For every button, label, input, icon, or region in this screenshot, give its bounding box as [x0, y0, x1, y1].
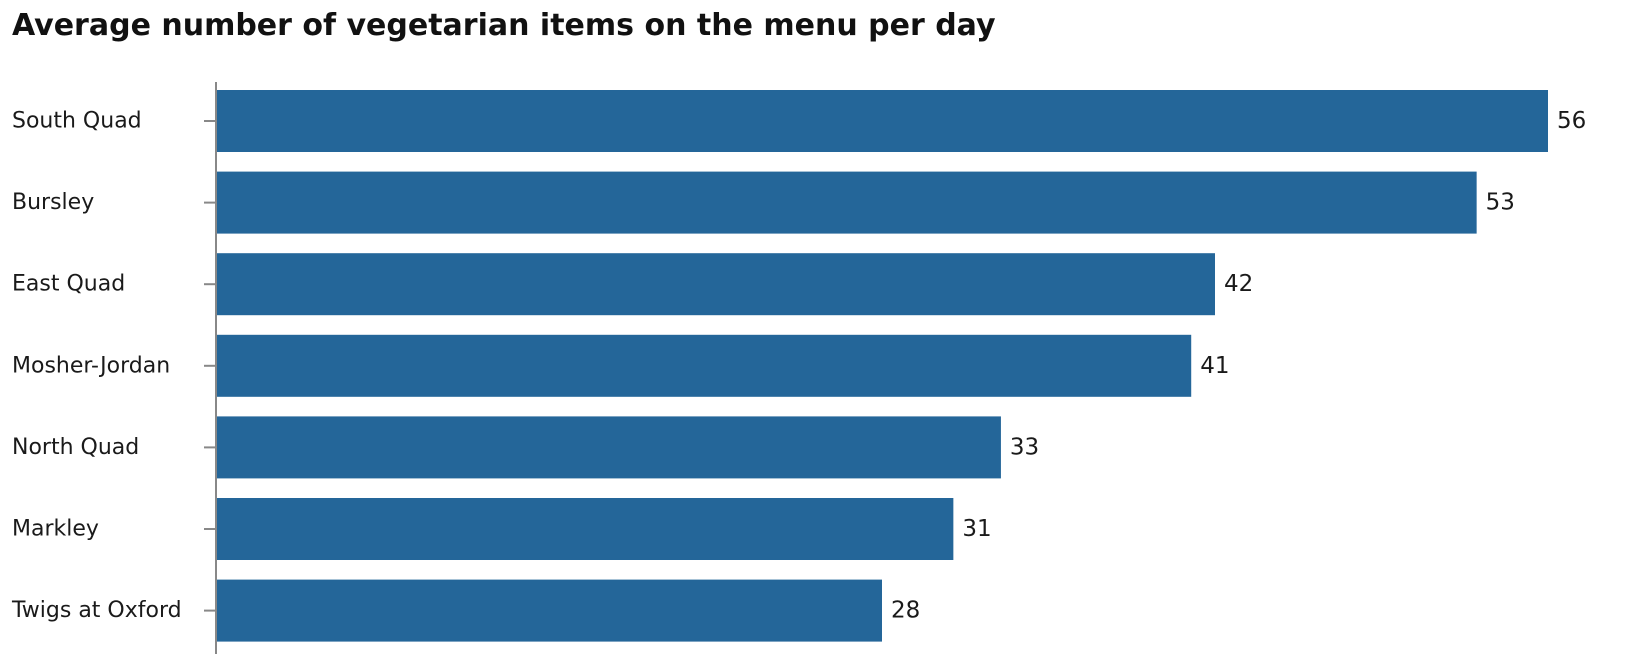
category-label: South Quad [12, 109, 142, 134]
value-label: 53 [1486, 190, 1515, 216]
category-label: Markley [12, 517, 99, 542]
bar-bursley [216, 171, 1477, 234]
bar-twigs-at-oxford [216, 579, 882, 642]
bars-layer [216, 90, 1548, 642]
category-label: Twigs at Oxford [11, 598, 182, 623]
category-label: Bursley [12, 190, 94, 215]
y-ticks-layer [204, 120, 216, 612]
chart-title: Average number of vegetarian items on th… [12, 8, 996, 43]
bar-east-quad [216, 253, 1215, 316]
bar-south-quad [216, 90, 1548, 152]
value-label: 33 [1010, 434, 1039, 460]
value-label: 31 [962, 516, 991, 542]
bar-mosher-jordan [216, 334, 1192, 397]
value-label: 42 [1224, 271, 1253, 297]
category-label: North Quad [12, 435, 139, 460]
bar-north-quad [216, 416, 1001, 479]
value-label: 41 [1200, 353, 1229, 379]
bar-markley [216, 498, 954, 560]
category-label: Mosher-Jordan [12, 353, 170, 378]
category-label: East Quad [12, 272, 125, 297]
value-label: 28 [891, 598, 920, 624]
value-label: 56 [1557, 108, 1586, 134]
labels-layer: South Quad 56 Bursley 53 East Quad 42 Mosher-J… [11, 108, 1586, 624]
